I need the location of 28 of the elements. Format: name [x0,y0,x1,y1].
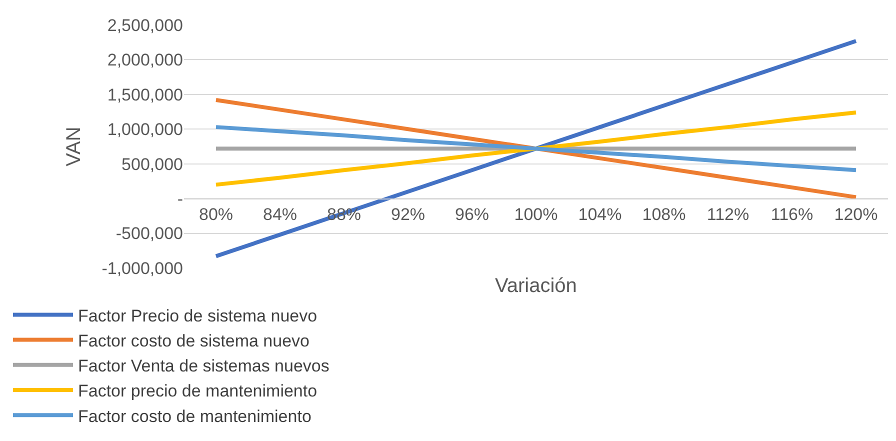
x-tick-label: 120% [834,204,878,224]
x-tick-label: 104% [578,204,622,224]
y-tick-label: -500,000 [116,224,183,244]
x-tick-label: 96% [454,204,490,224]
legend-label: Factor Precio de sistema nuevo [78,306,318,326]
x-tick-label: 112% [706,204,750,224]
y-tick-label: 2,000,000 [107,50,183,70]
line-series [214,125,858,172]
x-tick-label: 108% [642,204,686,224]
legend-label: Factor costo de mantenimiento [78,406,312,426]
y-tick-label: -1,000,000 [102,258,183,278]
x-tick-label: 116% [770,204,814,224]
y-tick-label: 1,500,000 [107,85,183,104]
x-tick-label: 80% [198,204,234,224]
legend-label: Factor precio de mantenimiento [78,382,318,401]
y-tick-label: 500,000 [122,154,183,174]
legend-label: Factor Venta de sistemas nuevos [78,356,330,376]
y-tick-label: 2,500,000 [107,16,183,35]
x-axis-title: Variación [495,275,577,297]
x-tick-label: 92% [390,204,426,224]
line-series [214,110,858,187]
legend-label: Factor costo de sistema nuevo [78,331,310,350]
line-series [214,98,858,200]
y-axis-title: VAN [63,126,86,166]
y-tick-label: 1,000,000 [107,120,183,140]
y-tick-label: - [177,190,183,209]
x-tick-label: 100% [514,204,558,224]
x-tick-label: 84% [262,204,298,224]
